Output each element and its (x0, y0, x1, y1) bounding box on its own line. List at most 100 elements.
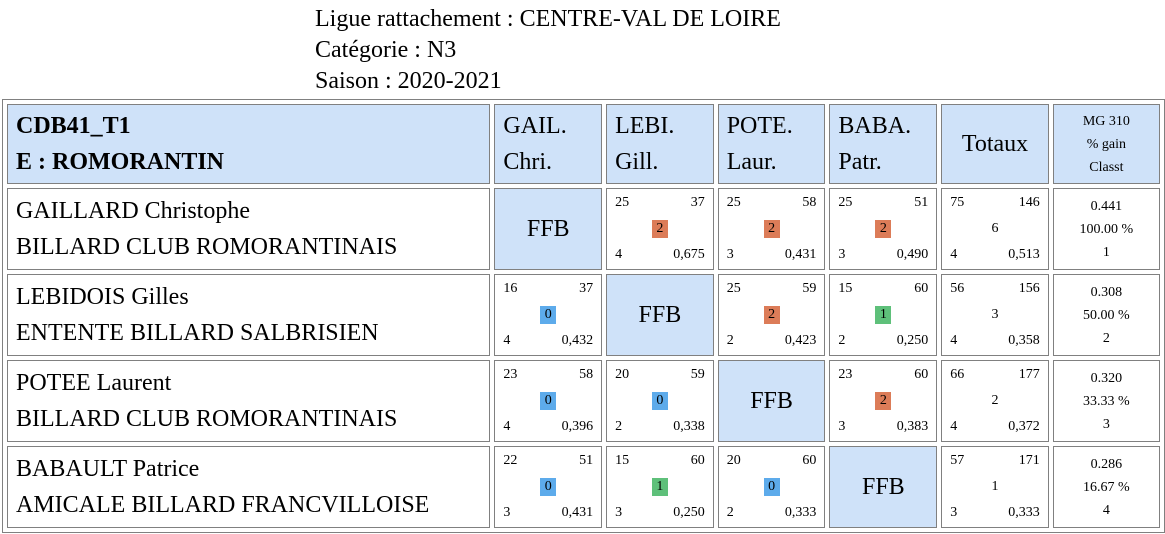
mg-header-line: MG 310 (1082, 113, 1130, 129)
result-cell[interactable]: 15 60 1 3 0,250 (606, 446, 714, 528)
innings: 60 (802, 453, 817, 468)
match-points-badge: 1 (651, 478, 668, 496)
score-cell: 23 58 0 4 0,396 (495, 361, 601, 441)
table-row: LEBIDOIS Gilles ENTENTE BILLARD SALBRISIE… (7, 274, 1160, 356)
match-points-total: 1 (991, 479, 999, 494)
score-cell: 23 60 2 3 0,383 (830, 361, 936, 441)
average: 0,250 (896, 333, 929, 348)
stats-cell: 0.320 33.33 % 3 (1052, 360, 1160, 442)
average: 0,432 (561, 333, 594, 348)
high-run: 4 (615, 247, 623, 262)
mg-header-line: Classt (1089, 159, 1124, 175)
innings: 177 (1018, 367, 1040, 382)
result-cell[interactable]: 25 37 2 4 0,675 (606, 188, 714, 270)
points-scored: 20 (726, 453, 741, 468)
result-cell[interactable]: 20 59 0 2 0,338 (606, 360, 714, 442)
match-points-badge: 0 (651, 392, 668, 410)
average: 0,250 (673, 505, 705, 520)
result-cell[interactable]: 25 51 2 3 0,490 (829, 188, 938, 270)
score-cell: 15 60 1 2 0,250 (830, 275, 936, 355)
column-header-line: BABA. (838, 113, 912, 139)
result-cell[interactable]: 20 60 0 2 0,333 (717, 446, 826, 528)
result-cell[interactable]: 16 37 0 4 0,432 (494, 274, 603, 356)
result-cell[interactable]: 23 58 0 4 0,396 (494, 360, 603, 442)
table-row: BABAULT Patrice AMICALE BILLARD FRANCVILL… (7, 446, 1160, 528)
match-points-badge: 2 (651, 220, 668, 238)
points-scored: 66 (950, 367, 965, 382)
average: 0,338 (673, 419, 705, 434)
high-run: 4 (950, 419, 958, 434)
score-cell: 56 156 3 4 0,358 (942, 275, 1048, 355)
result-cell[interactable]: 23 60 2 3 0,383 (829, 360, 938, 442)
average: 0,333 (784, 505, 817, 520)
results-table: CDB41_T1 E : ROMORANTIN GAIL. Chri. LEBI… (2, 99, 1165, 533)
score-cell: 20 60 0 2 0,333 (719, 447, 825, 527)
match-points-badge: 0 (763, 478, 780, 496)
column-header-line: POTE. (726, 113, 793, 139)
player-cell: GAILLARD Christophe BILLARD CLUB ROMORANT… (7, 188, 491, 270)
points-scored: 56 (950, 281, 965, 296)
score-cell: 16 37 0 4 0,432 (495, 275, 601, 355)
player-club: AMICALE BILLARD FRANCVILLOISE (16, 492, 430, 518)
column-header-line: GAIL. (503, 113, 567, 139)
ffb-cell: FFB (717, 360, 826, 442)
high-run: 2 (615, 419, 623, 434)
totals-cell: 75 146 6 4 0,513 (941, 188, 1049, 270)
high-run: 2 (726, 505, 734, 520)
match-points-total: 2 (991, 393, 999, 408)
innings: 60 (914, 367, 929, 382)
innings: 51 (579, 453, 594, 468)
innings: 51 (914, 195, 929, 210)
high-run: 3 (950, 505, 958, 520)
ligue-line: Ligue rattachement : CENTRE-VAL DE LOIRE (315, 6, 781, 32)
average: 0,513 (1008, 247, 1040, 262)
player-cell: POTEE Laurent BILLARD CLUB ROMORANTINAIS (7, 360, 491, 442)
match-points-total: 3 (991, 307, 999, 322)
high-run: 3 (503, 505, 511, 520)
categorie-line: Catégorie : N3 (315, 37, 457, 63)
score-cell: 20 59 0 2 0,338 (607, 361, 713, 441)
match-points-badge: 0 (540, 392, 557, 410)
innings: 146 (1018, 195, 1040, 210)
points-scored: 25 (726, 195, 741, 210)
page-header: Ligue rattachement : CENTRE-VAL DE LOIRE… (315, 4, 781, 97)
column-header-line: Laur. (726, 149, 777, 175)
result-cell[interactable]: 15 60 1 2 0,250 (829, 274, 938, 356)
stats-cell: 0.441 100.00 % 1 (1052, 188, 1160, 270)
player-club: BILLARD CLUB ROMORANTINAIS (16, 234, 398, 260)
general-average: 0.441 (1090, 198, 1123, 214)
score-cell: 75 146 6 4 0,513 (942, 189, 1048, 269)
table-row: POTEE Laurent BILLARD CLUB ROMORANTINAIS 2… (7, 360, 1160, 442)
ffb-cell: FFB (829, 446, 938, 528)
points-scored: 23 (838, 367, 853, 382)
innings: 171 (1018, 453, 1040, 468)
ranking: 3 (1102, 416, 1110, 432)
high-run: 3 (726, 247, 734, 262)
match-points-badge: 0 (540, 306, 557, 324)
result-cell[interactable]: 22 51 0 3 0,431 (494, 446, 603, 528)
points-scored: 25 (615, 195, 630, 210)
result-cell[interactable]: 25 59 2 2 0,423 (717, 274, 826, 356)
player-name: LEBIDOIS Gilles (16, 284, 189, 310)
mg-header: MG 310 % gain Classt (1052, 104, 1160, 184)
team-name: E : ROMORANTIN (16, 149, 224, 175)
stats-cell: 0.286 16.67 % 4 (1052, 446, 1160, 528)
average: 0,423 (784, 333, 817, 348)
win-percentage: 33.33 % (1083, 393, 1130, 409)
innings: 156 (1018, 281, 1040, 296)
high-run: 4 (950, 247, 958, 262)
totals-cell: 56 156 3 4 0,358 (941, 274, 1049, 356)
match-points-total: 6 (991, 221, 999, 236)
score-cell: 66 177 2 4 0,372 (942, 361, 1048, 441)
innings: 60 (914, 281, 929, 296)
score-cell: 25 37 2 4 0,675 (607, 189, 713, 269)
points-scored: 16 (503, 281, 518, 296)
column-header-line: LEBI. (615, 113, 675, 139)
saison-line: Saison : 2020-2021 (315, 68, 502, 94)
score-cell: 22 51 0 3 0,431 (495, 447, 601, 527)
average: 0,431 (561, 505, 594, 520)
column-header-baba: BABA. Patr. (829, 104, 938, 184)
average: 0,490 (896, 247, 929, 262)
result-cell[interactable]: 25 58 2 3 0,431 (717, 188, 826, 270)
high-run: 2 (838, 333, 846, 348)
